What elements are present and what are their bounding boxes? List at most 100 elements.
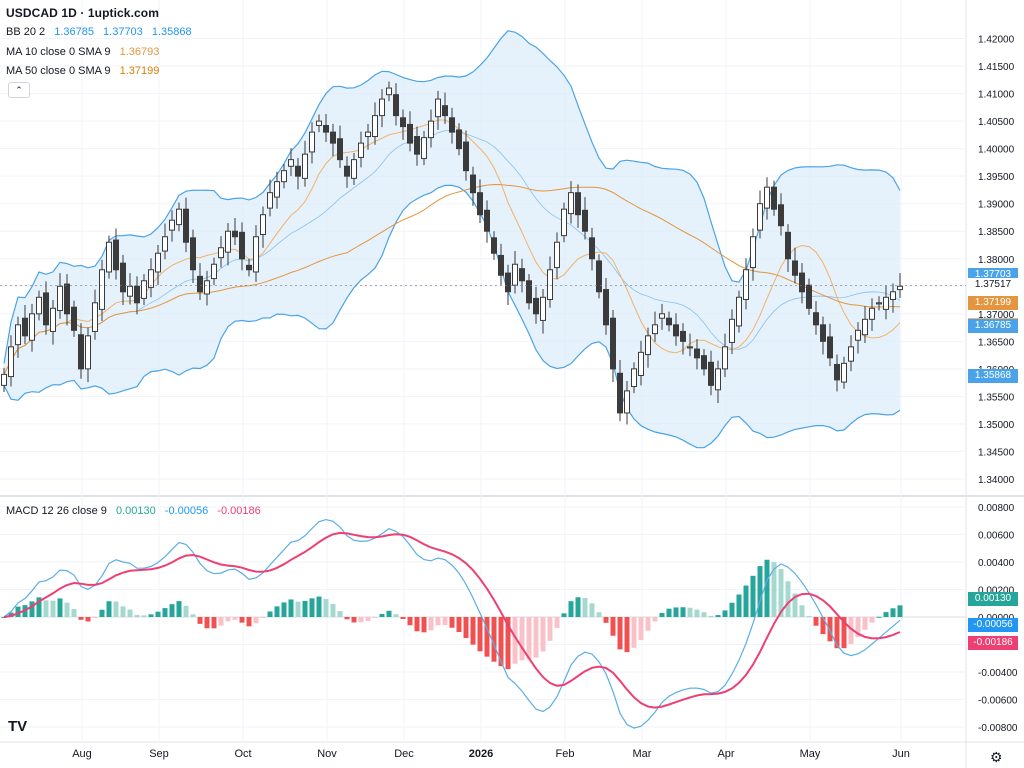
macd-histogram-bar (435, 617, 441, 626)
macd-histogram-bar (876, 616, 882, 618)
macd-histogram-bar (764, 559, 770, 617)
macd-histogram-bar (771, 562, 777, 617)
macd-value-line: -0.00056 (164, 505, 209, 517)
candle-body (372, 115, 378, 138)
candle-body (316, 120, 322, 127)
candle-body (582, 209, 588, 232)
candle-body (428, 120, 434, 139)
macd-histogram-bar (848, 617, 854, 644)
candle-body (869, 307, 875, 320)
macd-histogram-bar (722, 610, 728, 617)
candle-body (477, 192, 483, 216)
macd-histogram-bar (442, 617, 448, 626)
candle-body (337, 138, 343, 161)
bb-value-upper: 1.37703 (103, 26, 143, 38)
macd-histogram-bar (43, 600, 49, 617)
candle-body (211, 263, 217, 280)
chevron-up-icon[interactable]: ⌃ (8, 82, 30, 98)
bollinger-lower-line (3, 184, 901, 449)
macd-histogram-bar (176, 601, 182, 617)
candle-body (393, 94, 399, 117)
macd-legend: MACD 12 26 close 9 0.00130 -0.00056 -0.0… (6, 505, 267, 518)
candle-body (57, 285, 63, 312)
candle-body (820, 324, 826, 342)
macd-tick-label: 0.00400 (978, 558, 1015, 569)
candle-body (148, 269, 154, 288)
macd-histogram-bar (64, 602, 70, 617)
macd-histogram-bar (701, 612, 707, 617)
candle-body (99, 269, 105, 310)
macd-histogram-bar (407, 617, 413, 626)
macd-histogram-bar (127, 609, 133, 617)
macd-histogram-bar (827, 617, 833, 642)
candle-body (85, 335, 91, 370)
candle-body (400, 117, 406, 128)
ma50-label: MA 50 close 0 SMA 9 (6, 65, 111, 77)
macd-histogram-bar (680, 607, 686, 617)
macd-histogram-bar (36, 597, 42, 617)
price-tick-label: 1.40000 (978, 145, 1015, 156)
macd-histogram-bar (113, 601, 119, 617)
candle-body (631, 368, 637, 387)
candle-body (666, 317, 672, 326)
macd-histogram-bar (85, 617, 91, 622)
macd-badge: 0.00130 (968, 592, 1018, 607)
macd-histogram-bar (498, 617, 504, 667)
macd-histogram-bar (806, 616, 812, 618)
macd-histogram-bar (267, 611, 273, 617)
macd-histogram-bar (631, 617, 637, 648)
macd-histogram-bar (519, 617, 525, 661)
macd-histogram-bar (344, 617, 350, 620)
bb-legend: BB 20 2 1.36785 1.37703 1.35868 (6, 26, 198, 39)
macd-histogram-bar (568, 601, 574, 617)
candle-body (274, 181, 280, 198)
price-tick-label: 1.39500 (978, 172, 1015, 183)
macd-histogram-bar (57, 598, 63, 617)
candle-body (526, 280, 532, 304)
macd-histogram-bar (869, 617, 875, 623)
macd-tick-label: 0.00800 (978, 503, 1015, 514)
macd-histogram-bar (386, 610, 392, 617)
macd-tick-label: -0.00400 (978, 668, 1018, 679)
candle-body (897, 285, 903, 291)
candle-body (638, 351, 644, 376)
time-tick-label: Aug (72, 748, 92, 760)
candle-body (421, 137, 427, 160)
candle-body (841, 362, 847, 383)
candle-body (575, 192, 581, 216)
price-tick-label: 1.42000 (978, 35, 1015, 46)
macd-tick-label: 0.00600 (978, 530, 1015, 541)
candle-body (547, 269, 553, 300)
macd-histogram-bar (652, 617, 658, 622)
candle-body (694, 348, 700, 359)
macd-histogram-bar (659, 612, 665, 617)
macd-histogram-bar (15, 606, 21, 617)
price-tick-label: 1.35000 (978, 420, 1015, 431)
macd-histogram-bar (484, 617, 490, 657)
price-badge: 1.37199 (968, 295, 1018, 310)
macd-histogram-bar (862, 617, 868, 630)
macd-histogram-bar (757, 566, 763, 617)
candle-body (456, 129, 462, 150)
candle-body (715, 368, 721, 391)
candle-body (848, 346, 854, 362)
candle-body (505, 272, 511, 293)
macd-value-hist: 0.00130 (115, 505, 156, 517)
candle-body (890, 291, 896, 300)
time-tick-label: Apr (717, 748, 734, 760)
candle-body (603, 289, 609, 326)
macd-histogram-bar (603, 617, 609, 623)
macd-tick-label: -0.00800 (978, 723, 1018, 734)
macd-histogram-bar (673, 607, 679, 617)
macd-histogram-bar (512, 617, 518, 664)
macd-histogram-bar (841, 617, 847, 649)
macd-tick-label: -0.00600 (978, 696, 1018, 707)
candle-body (652, 324, 658, 335)
time-tick-label: 2026 (469, 748, 493, 760)
candle-body (435, 98, 441, 118)
bb-value-lower: 1.35868 (151, 26, 192, 38)
candle-body (190, 237, 196, 271)
candle-body (645, 335, 651, 356)
gear-icon[interactable]: ⚙ (990, 749, 1003, 765)
